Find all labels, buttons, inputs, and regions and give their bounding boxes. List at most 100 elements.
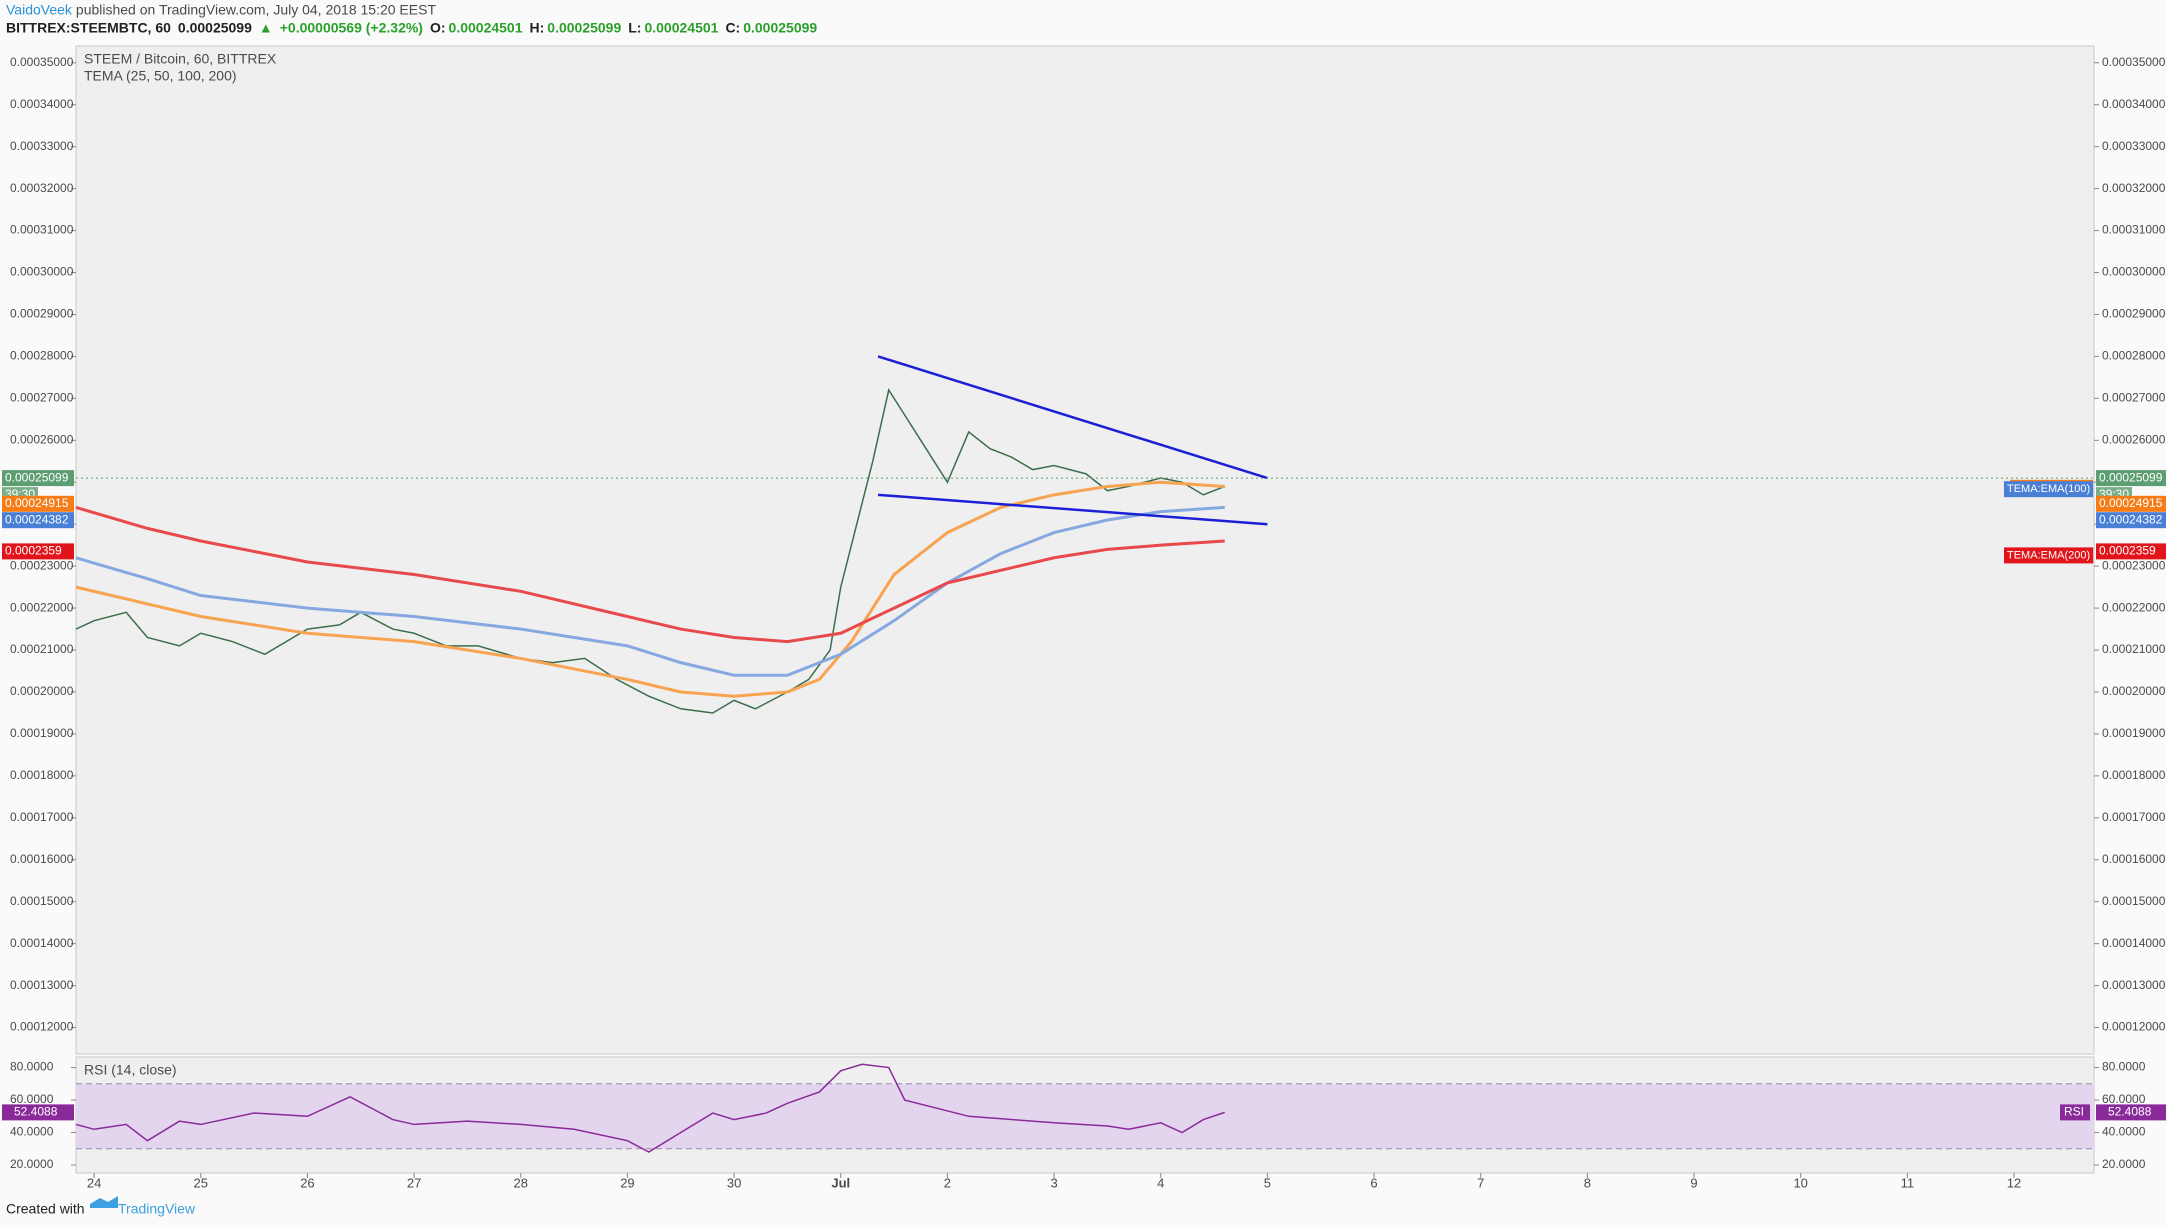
y-tick-label: 80.0000 [2102, 1060, 2146, 1074]
rsi-tag-label: 52.4088 [14, 1105, 58, 1119]
ema-line [75, 505, 1225, 644]
rsi-line [75, 1063, 1225, 1153]
y-tick-label: 0.00032000 [2102, 181, 2166, 195]
price-tag [2, 543, 74, 560]
y-tick-label: 0.00013000 [10, 978, 74, 992]
y-tick-label: 0.00020000 [2102, 684, 2166, 698]
published: published on TradingView.com, July 04, 2… [76, 2, 437, 18]
y-tick-label: 0.00026000 [10, 432, 74, 446]
y-tick-label: 0.00032000 [10, 181, 74, 195]
x-tick-label: 7 [1477, 1175, 1484, 1190]
header-symbol: BITTREX:STEEMBTC, 60 [6, 20, 171, 36]
ema-tag-label: TEMA:EMA(200) [2007, 549, 2090, 561]
y-tick-label: 40.0000 [10, 1125, 54, 1139]
y-tick-label: 0.00028000 [10, 349, 74, 363]
header-l: 0.00024501 [644, 20, 718, 36]
ema-tag [2004, 481, 2094, 498]
x-tick-label: 10 [1793, 1175, 1807, 1190]
rsi-band [76, 1083, 2094, 1149]
footer-created: Created with [6, 1201, 85, 1217]
pane-subtitle: TEMA (25, 50, 100, 200) [84, 68, 237, 84]
x-tick-label: 12 [2007, 1175, 2021, 1190]
price-tag-label: 0.00025099 [2099, 470, 2163, 484]
header-c-label: C: [725, 20, 740, 36]
y-tick-label: 0.00031000 [2102, 223, 2166, 237]
trendline [877, 493, 1268, 526]
y-tick-label: 0.00018000 [10, 768, 74, 782]
x-tick-label: 30 [727, 1175, 741, 1190]
price-tag-label: 0.00024915 [2099, 496, 2163, 510]
y-tick-label: 0.00029000 [2102, 307, 2166, 321]
x-tick-label: 6 [1370, 1175, 1377, 1190]
y-tick-label: 0.00014000 [2102, 936, 2166, 950]
y-tick-label: 0.00019000 [2102, 726, 2166, 740]
y-tick-label: 0.00027000 [10, 391, 74, 405]
price-tag [2096, 470, 2166, 487]
y-tick-label: 0.00034000 [2102, 97, 2166, 111]
y-tick-label: 0.00017000 [10, 810, 74, 824]
y-tick-label: 0.00022000 [2102, 600, 2166, 614]
y-tick-label: 0.00017000 [2102, 810, 2166, 824]
y-tick-label: 0.00027000 [2102, 391, 2166, 405]
price-line [75, 388, 1225, 714]
rsi-name-tag [2060, 1104, 2090, 1121]
y-tick-label: 0.00035000 [10, 55, 74, 69]
y-tick-label: 0.00030000 [10, 265, 74, 279]
rsi-tag [2, 1104, 74, 1121]
x-tick-label: 2 [944, 1175, 951, 1190]
x-tick-label: Jul [831, 1175, 850, 1190]
price-tag [2, 512, 74, 529]
rsi-name-label: RSI [2064, 1105, 2084, 1119]
x-tick-label: 9 [1690, 1175, 1697, 1190]
price-tag [2096, 512, 2166, 529]
price-tag [2096, 495, 2166, 512]
y-tick-label: 20.0000 [10, 1157, 54, 1171]
y-tick-label: 0.00012000 [2102, 1020, 2166, 1034]
price-tag [2, 495, 74, 512]
y-tick-label: 60.0000 [2102, 1092, 2146, 1106]
author[interactable]: VaidoVeek [6, 2, 73, 18]
x-tick-label: 11 [1901, 1175, 1915, 1190]
header-c: 0.00025099 [743, 20, 817, 36]
y-tick-label: 0.00018000 [2102, 768, 2166, 782]
y-tick-label: 0.00031000 [10, 223, 74, 237]
price-tag [2, 470, 74, 487]
x-tick-label: 3 [1050, 1175, 1057, 1190]
footer-brand[interactable]: TradingView [118, 1201, 196, 1217]
header-arrow: ▲ [259, 20, 273, 36]
price-tag-label: 0.0002359 [5, 544, 62, 558]
header-l-label: L: [628, 20, 641, 36]
y-tick-label: 0.00016000 [2102, 852, 2166, 866]
price-tag-label: 0.00024382 [2099, 512, 2163, 526]
logo [90, 1196, 118, 1208]
y-tick-label: 0.00034000 [10, 97, 74, 111]
x-tick-label: 4 [1157, 1175, 1164, 1190]
y-tick-label: 0.00020000 [10, 684, 74, 698]
x-tick-label: 25 [194, 1175, 208, 1190]
y-tick-label: 20.0000 [2102, 1157, 2146, 1171]
price-tag-label: 0.00024915 [5, 496, 69, 510]
ohlc: BITTREX:STEEMBTC, 60 0.00025099 ▲ +0.000005… [6, 20, 817, 36]
y-tick-label: 0.00026000 [2102, 432, 2166, 446]
y-tick-label: 0.00035000 [2102, 55, 2166, 69]
x-tick-label: 28 [514, 1175, 528, 1190]
header-last: 0.00025099 [178, 20, 252, 36]
ema-line [75, 505, 1225, 677]
y-tick-label: 0.00012000 [10, 1020, 74, 1034]
y-tick-label: 60.0000 [10, 1092, 54, 1106]
y-tick-label: 0.00016000 [10, 852, 74, 866]
y-tick-label: 0.00013000 [2102, 978, 2166, 992]
y-tick-label: 40.0000 [2102, 1125, 2146, 1139]
header-h: 0.00025099 [547, 20, 621, 36]
y-tick-label: 0.00033000 [2102, 139, 2166, 153]
x-tick-label: 5 [1264, 1175, 1271, 1190]
header-o-label: O: [430, 20, 446, 36]
x-tick-label: 26 [300, 1175, 314, 1190]
header-o: 0.00024501 [449, 20, 523, 36]
y-tick-label: 0.00015000 [10, 894, 74, 908]
y-tick-label: 0.00029000 [10, 307, 74, 321]
x-tick-label: 24 [87, 1175, 101, 1190]
y-tick-label: 0.00033000 [10, 139, 74, 153]
